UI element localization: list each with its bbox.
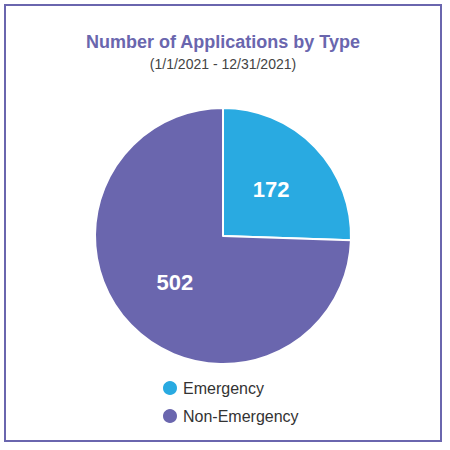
svg-text:Emergency: Emergency xyxy=(183,380,264,397)
svg-text:Number of Applications by Type: Number of Applications by Type xyxy=(86,32,360,52)
svg-text:502: 502 xyxy=(156,270,193,295)
svg-text:Non-Emergency: Non-Emergency xyxy=(183,408,299,425)
svg-text:172: 172 xyxy=(253,177,290,202)
svg-text:(1/1/2021 - 12/31/2021): (1/1/2021 - 12/31/2021) xyxy=(150,56,296,72)
